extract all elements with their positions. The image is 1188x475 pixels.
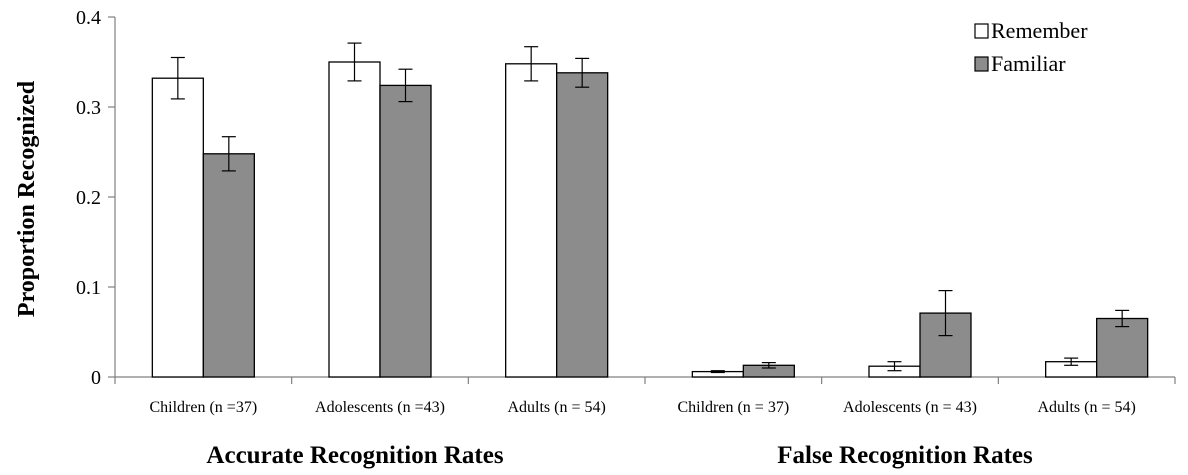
x-tick-label: Adults (n = 54)	[1037, 399, 1135, 416]
y-tick-label: 0	[91, 367, 101, 389]
group-label: False Recognition Rates	[777, 442, 1033, 469]
legend: Remember Familiar	[974, 18, 1088, 76]
bar-remember-2	[505, 63, 558, 378]
legend-swatch-remember	[974, 23, 989, 39]
bar-familiar-2	[556, 72, 609, 378]
x-tick-label: Adolescents (n = 43)	[843, 399, 977, 416]
y-tick-label: 0.4	[76, 7, 101, 29]
error-bars	[170, 42, 1130, 374]
y-tick-label: 0.2	[76, 187, 101, 209]
x-tick-label: Children (n = 37)	[677, 399, 789, 416]
x-tick-label: Adults (n = 54)	[507, 399, 605, 416]
legend-label-familiar: Familiar	[991, 51, 1066, 76]
bar-remember-0	[151, 77, 204, 378]
bar-familiar-1	[379, 84, 432, 378]
group-label: Accurate Recognition Rates	[206, 442, 503, 469]
bar-familiar-0	[202, 153, 255, 378]
x-tick-label: Adolescents (n =43)	[315, 399, 445, 416]
x-tick-label: Children (n =37)	[149, 399, 257, 416]
bar-remember-1	[328, 61, 381, 378]
legend-label-remember: Remember	[991, 18, 1088, 43]
labels: 0 0.1 0.2 0.3 0.4 Proportion Recognized Childr…	[14, 7, 1136, 469]
y-axis-title: Proportion Recognized	[14, 80, 40, 317]
bar-familiar-5	[1096, 317, 1149, 378]
y-tick-label: 0.3	[76, 97, 101, 119]
y-tick-label: 0.1	[76, 277, 101, 299]
bars	[151, 61, 1149, 378]
axes	[108, 16, 1176, 384]
legend-swatch-familiar	[974, 56, 989, 72]
